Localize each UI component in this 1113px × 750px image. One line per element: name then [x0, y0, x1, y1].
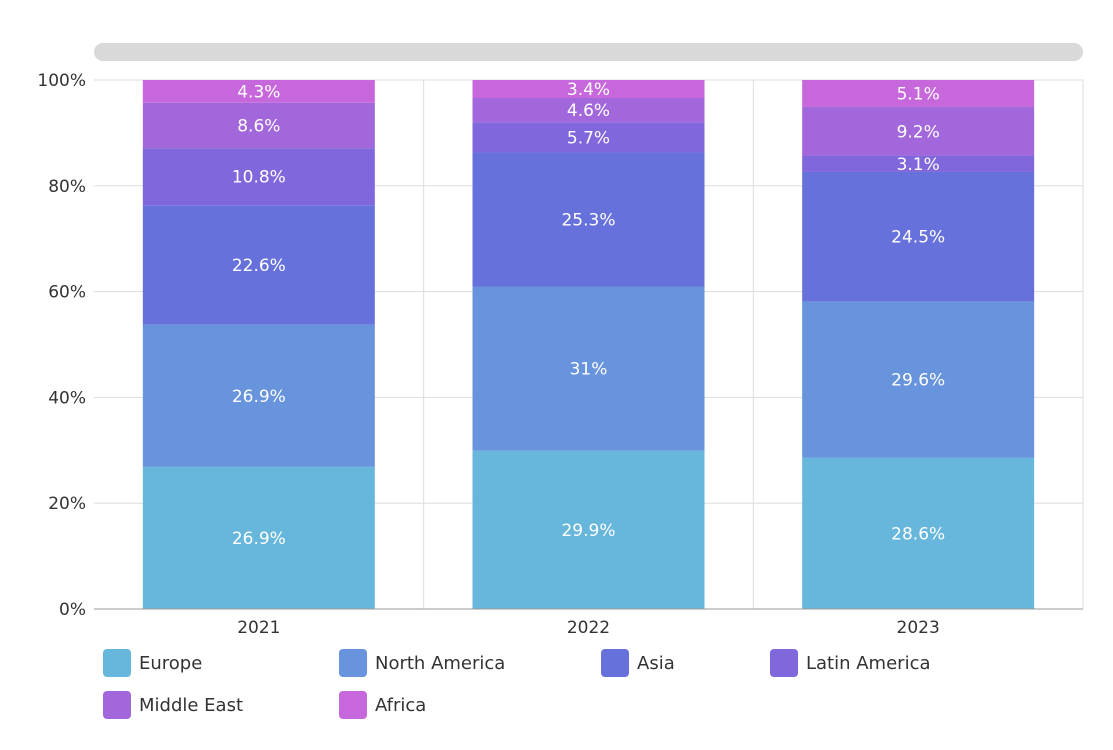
data-label: 26.9% [232, 529, 286, 549]
data-label: 3.1% [897, 155, 940, 175]
y-tick-label: 40% [48, 388, 86, 408]
y-tick-label: 80% [48, 177, 86, 197]
bar-segment-africa[interactable] [142, 80, 375, 103]
bar-segment-north-america[interactable] [142, 324, 375, 467]
bar-segment-africa[interactable] [472, 80, 705, 99]
legend-item-asia[interactable]: Asia [601, 648, 675, 678]
data-label: 26.9% [232, 387, 286, 407]
legend-label: Africa [375, 694, 427, 716]
data-label: 9.2% [897, 122, 940, 142]
bar-segment-north-america[interactable] [472, 286, 705, 451]
legend-label: Latin America [806, 652, 931, 674]
legend-swatch [339, 649, 367, 677]
y-tick-label: 100% [37, 71, 86, 91]
data-label: 29.9% [561, 521, 615, 541]
bar-segment-middle-east[interactable] [802, 106, 1035, 156]
bar-segment-north-america[interactable] [802, 301, 1035, 458]
data-label: 22.6% [232, 256, 286, 276]
legend-label: North America [375, 652, 506, 674]
data-label: 5.7% [567, 128, 610, 148]
legend-label: Middle East [139, 694, 244, 716]
bar-segment-europe[interactable] [142, 466, 375, 609]
legend-item-middle-east[interactable]: Middle East [103, 690, 243, 720]
data-label: 5.1% [897, 84, 940, 104]
bar-segment-middle-east[interactable] [142, 102, 375, 149]
y-tick-label: 60% [48, 283, 86, 303]
axes: 0% 20% 40% 60% 80% 100% 2021 2022 2023 [37, 71, 1083, 638]
legend-swatch [601, 649, 629, 677]
x-tick-label: 2021 [237, 618, 280, 638]
data-label: 4.3% [237, 82, 280, 102]
chart-legend: Europe North America Asia Latin America Midd… [103, 648, 1093, 738]
data-label: 3.4% [567, 80, 610, 100]
data-label: 10.8% [232, 168, 286, 188]
legend-item-north-america[interactable]: North America [339, 648, 505, 678]
legend-item-latin-america[interactable]: Latin America [770, 648, 931, 678]
bar-segment-middle-east[interactable] [472, 98, 705, 123]
data-labels: 26.9% 26.9% 22.6% 10.8% 8.6% 4.3% 29.9% 31% 25.3… [232, 80, 945, 549]
data-label: 28.6% [891, 524, 945, 544]
x-tick-label: 2022 [567, 618, 610, 638]
data-label: 25.3% [561, 211, 615, 231]
data-label: 8.6% [237, 116, 280, 136]
bar-segment-europe[interactable] [472, 450, 705, 609]
bar-segment-latin-america[interactable] [472, 122, 705, 153]
y-tick-label: 20% [48, 494, 86, 514]
data-label: 4.6% [567, 101, 610, 121]
legend-label: Europe [139, 652, 203, 674]
legend-label: Asia [637, 652, 675, 674]
y-tick-label: 0% [59, 600, 86, 620]
bar-segment-latin-america[interactable] [802, 155, 1035, 172]
legend-swatch [103, 691, 131, 719]
bar-segment-africa[interactable] [802, 80, 1035, 107]
legend-swatch [103, 649, 131, 677]
legend-swatch [339, 691, 367, 719]
data-label: 24.5% [891, 228, 945, 248]
legend-swatch [770, 649, 798, 677]
bar-segment-asia[interactable] [802, 171, 1035, 302]
bar-segment-asia[interactable] [472, 152, 705, 287]
legend-item-africa[interactable]: Africa [339, 690, 426, 720]
bar-segment-latin-america[interactable] [142, 148, 375, 206]
chart-scrollbar[interactable] [94, 43, 1083, 61]
data-label: 29.6% [891, 371, 945, 391]
x-tick-label: 2023 [897, 618, 940, 638]
legend-item-europe[interactable]: Europe [103, 648, 202, 678]
bar-segment-europe[interactable] [802, 457, 1035, 609]
bar-segments [142, 80, 1035, 609]
bar-segment-asia[interactable] [142, 205, 375, 325]
data-label: 31% [570, 360, 608, 380]
